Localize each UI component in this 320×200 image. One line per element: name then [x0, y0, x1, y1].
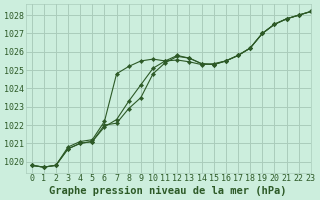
- X-axis label: Graphe pression niveau de la mer (hPa): Graphe pression niveau de la mer (hPa): [50, 186, 287, 196]
